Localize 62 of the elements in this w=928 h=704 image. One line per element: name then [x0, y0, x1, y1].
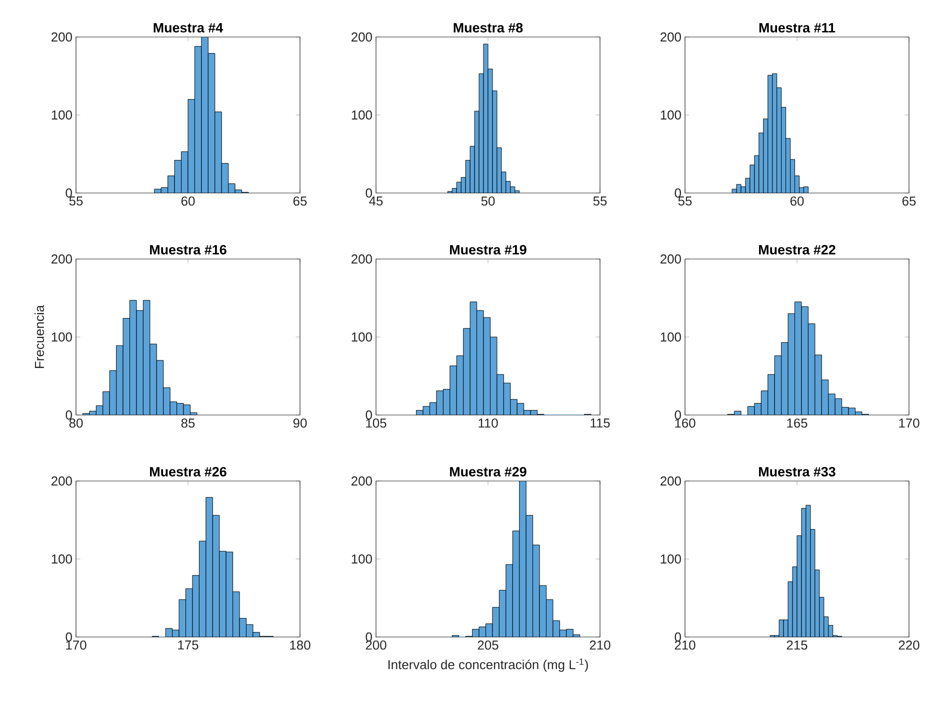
x-tick-label: 160	[675, 418, 696, 428]
y-tick-label: 0	[66, 410, 72, 420]
y-tick-label: 0	[366, 410, 372, 420]
chart-title: Muestra #16	[150, 244, 226, 254]
x-tick-label: 175	[178, 640, 198, 650]
x-tick-label: 220	[898, 640, 920, 650]
y-tick-label: 200	[660, 32, 681, 42]
x-tick-label: 210	[674, 640, 696, 650]
x-tick-label: 65	[902, 196, 916, 206]
chart-title: Muestra #29	[450, 466, 526, 476]
x-tick-label: 55	[69, 196, 83, 206]
y-tick-label: 0	[66, 632, 72, 642]
chart-title: Muestra #26	[150, 466, 226, 476]
y-tick-label: 200	[52, 254, 72, 264]
y-tick-label: 100	[660, 332, 681, 342]
chart-title: Muestra #33	[759, 466, 836, 477]
x-tick-label: 205	[478, 640, 498, 650]
x-tick-label: 60	[181, 196, 195, 206]
x-tick-label: 45	[369, 196, 383, 206]
y-tick-label: 0	[674, 410, 681, 420]
chart-title: Muestra #19	[450, 244, 526, 254]
y-tick-label: 200	[52, 32, 72, 42]
x-tick-label: 85	[181, 418, 195, 428]
x-tick-label: 170	[899, 418, 920, 428]
y-tick-label: 200	[352, 32, 372, 42]
x-tick-label: 80	[69, 418, 83, 428]
x-tick-label: 210	[590, 640, 610, 650]
chart-title: Muestra #11	[759, 23, 836, 32]
y-tick-label: 200	[660, 476, 681, 486]
x-tick-label: 115	[590, 418, 610, 428]
x-tick-label: 180	[290, 640, 310, 650]
y-tick-label: 0	[66, 188, 72, 198]
x-tick-label: 90	[293, 418, 307, 428]
chart-title: Muestra #4	[154, 23, 224, 32]
x-tick-label: 165	[787, 418, 808, 428]
y-tick-label: 100	[660, 554, 681, 564]
y-tick-label: 100	[352, 554, 372, 564]
x-tick-label: 105	[366, 418, 386, 428]
x-tick-label: 215	[786, 640, 808, 650]
y-tick-label: 200	[352, 254, 372, 264]
y-tick-label: 100	[52, 332, 72, 342]
y-tick-label: 100	[352, 110, 372, 120]
x-tick-label: 50	[481, 196, 495, 206]
x-tick-label: 170	[66, 640, 86, 650]
y-tick-label: 200	[352, 476, 372, 486]
x-tick-label: 55	[678, 196, 692, 206]
y-tick-label: 100	[52, 554, 72, 564]
y-tick-label: 100	[352, 332, 372, 342]
y-axis-title: Frecuencia	[34, 304, 44, 368]
chart-title: Muestra #8	[454, 22, 523, 32]
y-tick-label: 100	[660, 110, 681, 120]
x-tick-label: 60	[790, 196, 804, 206]
y-tick-label: 100	[52, 110, 72, 120]
x-tick-label: 55	[593, 196, 607, 206]
y-tick-label: 0	[674, 188, 681, 198]
y-tick-label: 0	[366, 188, 372, 198]
x-tick-label: 65	[293, 196, 307, 206]
x-tick-label: 110	[478, 418, 498, 428]
x-axis-title: Intervalo de concentración (mg L$^{-1}$)	[388, 658, 588, 672]
y-tick-label: 200	[660, 254, 681, 264]
y-tick-label: 200	[52, 476, 72, 486]
chart-title: Muestra #22	[759, 244, 836, 254]
